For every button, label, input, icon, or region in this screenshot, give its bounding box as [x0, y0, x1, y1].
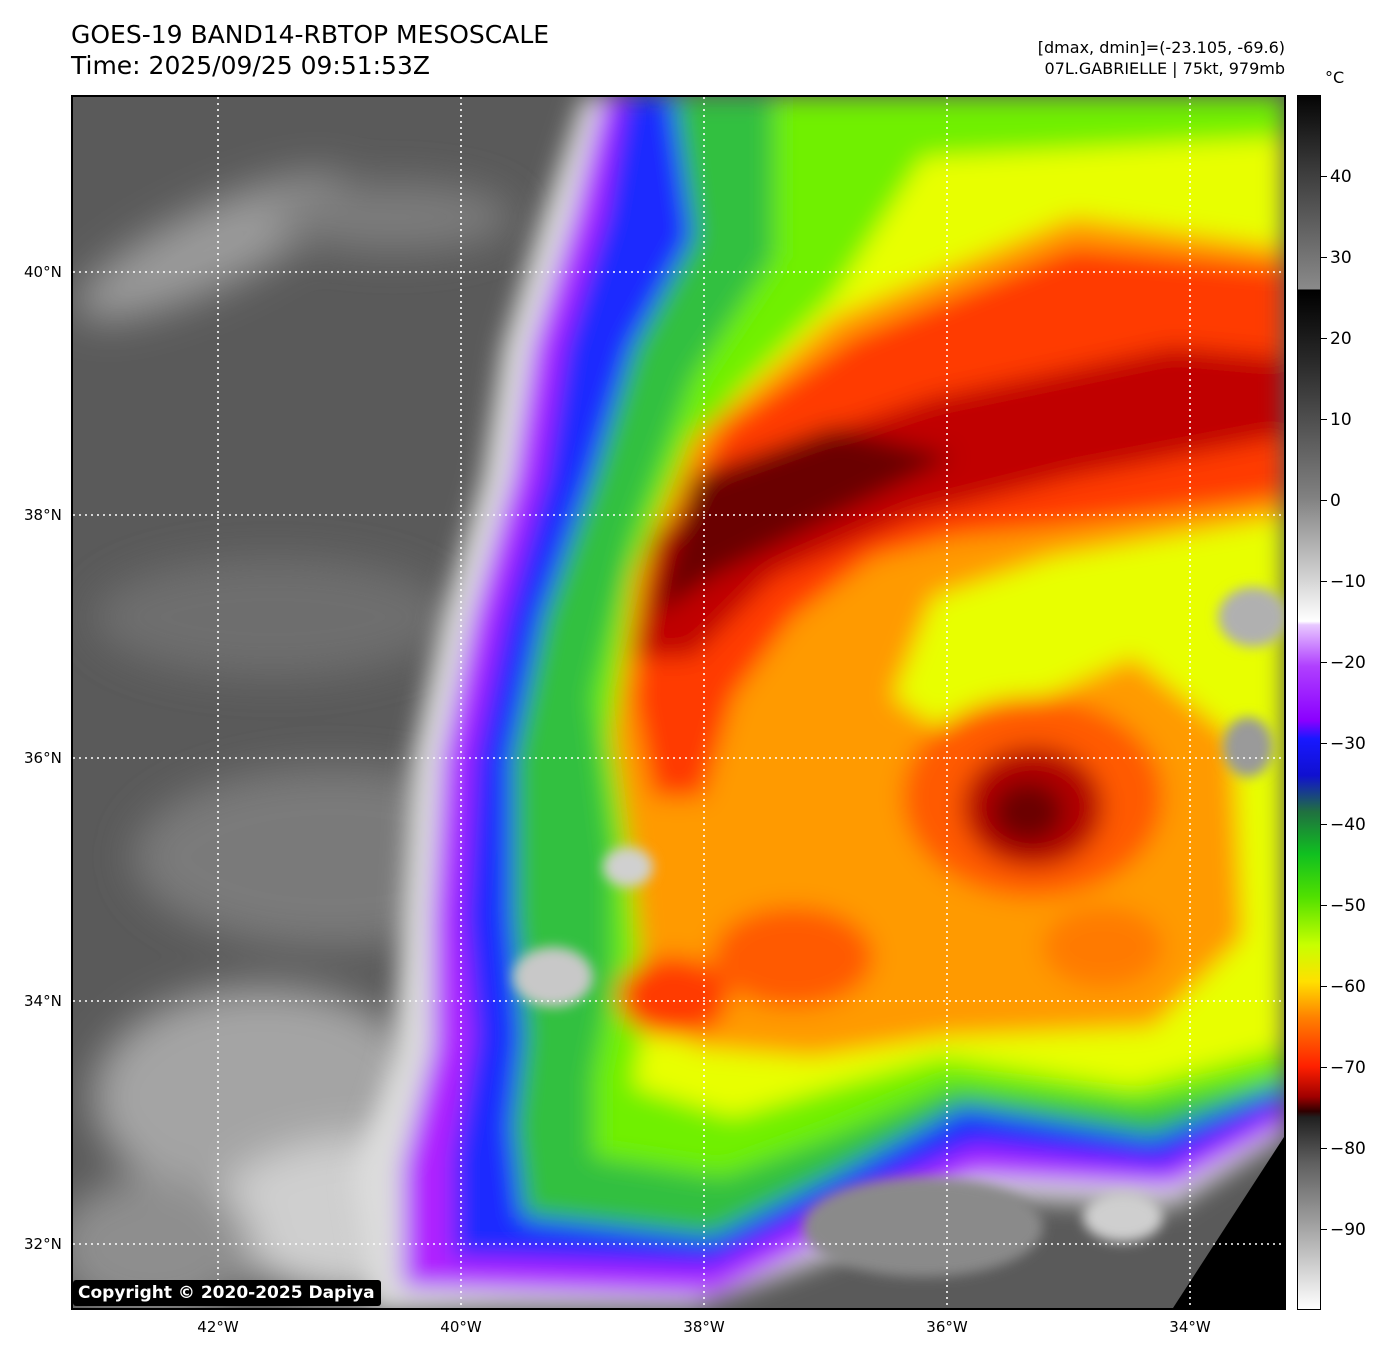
storm-cloud-shield — [353, 97, 1284, 1308]
graticule — [73, 97, 1284, 1308]
lat-label-36n: 36°N — [24, 749, 62, 767]
cloud-gaps — [513, 587, 1284, 1277]
colorbar-label: −50 — [1330, 896, 1366, 916]
colorbar-label: −10 — [1330, 572, 1366, 592]
lon-label-38w: 38°W — [683, 1318, 725, 1336]
colorbar-label: −30 — [1330, 734, 1366, 754]
colorbar-tick — [1321, 338, 1327, 339]
lon-label-40w: 40°W — [440, 1318, 482, 1336]
lat-label-38n: 38°N — [24, 506, 62, 524]
colorbar-tick — [1321, 743, 1327, 744]
colorbar-label: 30 — [1330, 248, 1352, 268]
colorbar-label: −60 — [1330, 977, 1366, 997]
product-title: GOES-19 BAND14-RBTOP MESOSCALE — [71, 20, 550, 49]
infrared-imagery — [73, 97, 1284, 1308]
colorbar-tick — [1321, 1148, 1327, 1149]
colorbar-label: −40 — [1330, 815, 1366, 835]
colorbar-label: −90 — [1330, 1220, 1366, 1240]
colorbar-tick — [1321, 176, 1327, 177]
colorbar-tick — [1321, 662, 1327, 663]
colorbar-label: −20 — [1330, 653, 1366, 673]
colorbar-unit: °C — [1325, 68, 1345, 87]
colorbar-tick — [1321, 905, 1327, 906]
colorbar-label: 20 — [1330, 329, 1352, 349]
colorbar-label: 40 — [1330, 167, 1352, 187]
colorbar-tick — [1321, 986, 1327, 987]
colorbar-tick — [1321, 1067, 1327, 1068]
data-range-readout: [dmax, dmin]=(-23.105, -69.6) — [1037, 38, 1285, 57]
colorbar-tick — [1321, 824, 1327, 825]
colorbar-label: 10 — [1330, 410, 1352, 430]
colorbar-tick — [1321, 1229, 1327, 1230]
temperature-colorbar — [1297, 95, 1321, 1310]
colorbar-label: −70 — [1330, 1058, 1366, 1078]
colorbar-label: −80 — [1330, 1139, 1366, 1159]
copyright-badge: Copyright © 2020-2025 Dapiya — [73, 1280, 381, 1306]
colorbar-tick — [1321, 581, 1327, 582]
lon-label-34w: 34°W — [1169, 1318, 1211, 1336]
lon-label-42w: 42°W — [197, 1318, 239, 1336]
timestamp: Time: 2025/09/25 09:51:53Z — [71, 51, 430, 80]
satellite-map — [71, 95, 1286, 1310]
lat-label-40n: 40°N — [24, 263, 62, 281]
low-cloud-streaks — [73, 173, 533, 1308]
lon-label-36w: 36°W — [926, 1318, 968, 1336]
lat-label-34n: 34°N — [24, 992, 62, 1010]
off-disk-area — [1173, 1137, 1284, 1308]
colorbar-tick — [1321, 500, 1327, 501]
colorbar-label: 0 — [1330, 491, 1341, 511]
lat-label-32n: 32°N — [24, 1235, 62, 1253]
colorbar-tick — [1321, 419, 1327, 420]
colorbar-tick — [1321, 257, 1327, 258]
storm-info: 07L.GABRIELLE | 75kt, 979mb — [1044, 59, 1285, 78]
